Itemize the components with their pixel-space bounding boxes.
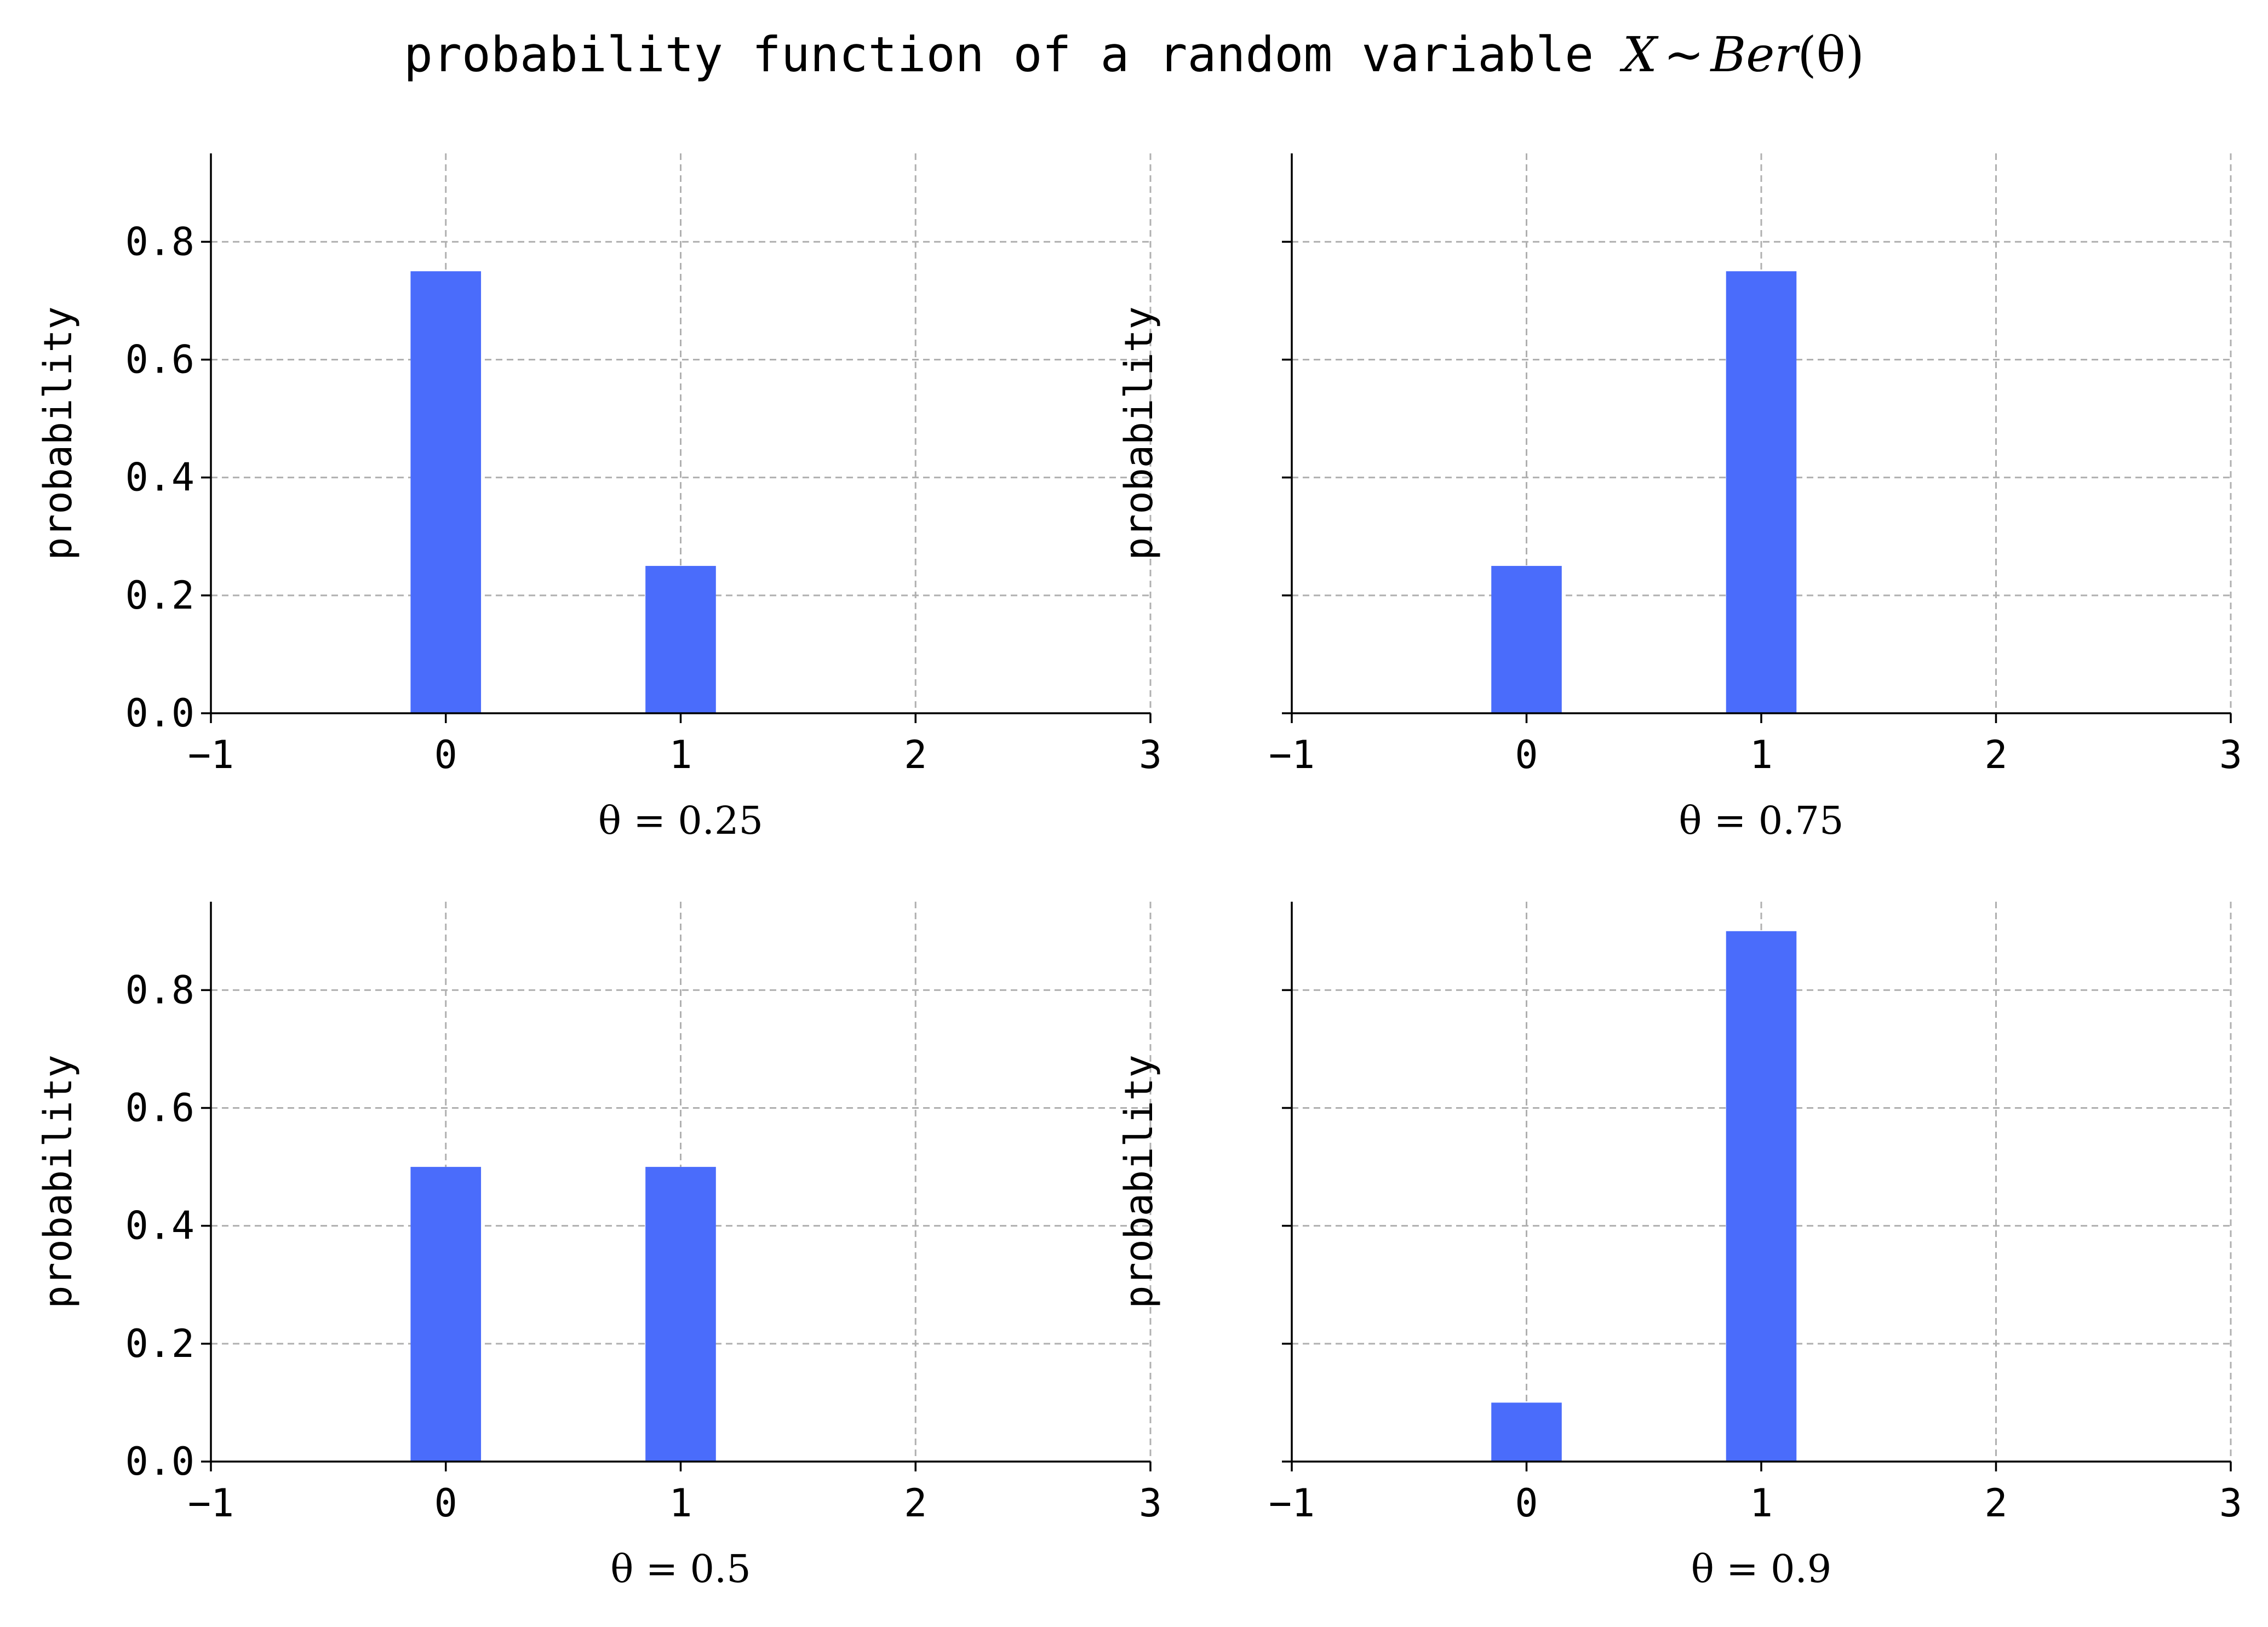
x-tick-label: 1	[669, 1481, 692, 1526]
y-tick-label: 0.4	[125, 455, 194, 500]
bar-x1	[645, 1167, 716, 1462]
x-tick-label: 2	[904, 732, 927, 777]
bar-x0	[1491, 1402, 1562, 1462]
x-tick-label: −1	[188, 1481, 234, 1526]
y-tick-label: 0.2	[125, 1321, 194, 1366]
x-tick-label: 3	[1139, 732, 1162, 777]
x-tick-label: 0	[434, 732, 457, 777]
x-tick-label: −1	[1269, 732, 1315, 777]
x-tick-label: 1	[1750, 1481, 1773, 1526]
x-axis-label: θ = 0.25	[598, 798, 763, 843]
x-tick-label: 3	[2219, 732, 2242, 777]
y-tick-label: 0.8	[125, 967, 194, 1012]
x-tick-label: 2	[904, 1481, 927, 1526]
figure-title-var: X	[1619, 26, 1659, 83]
y-axis-label: probability	[36, 306, 81, 560]
bar-x1	[1726, 931, 1797, 1462]
x-tick-label: 2	[1984, 732, 2007, 777]
x-axis-label: θ = 0.75	[1679, 798, 1843, 843]
figure-title: probability function of a random variabl…	[404, 26, 1864, 83]
bar-x0	[410, 271, 482, 713]
y-tick-label: 0.0	[125, 1439, 194, 1484]
subplot-4: −1 0 1 2 3 probability θ = 0.9	[1116, 902, 2242, 1591]
bar-x0	[410, 1167, 482, 1462]
subplot-2: −1 0 1 2 3 probability θ = 0.75	[1116, 153, 2242, 843]
x-tick-label: −1	[1269, 1481, 1315, 1526]
figure-title-sim: ~	[1664, 26, 1704, 83]
y-tick-label: 0.0	[125, 691, 194, 736]
figure-title-text: probability function of a random variabl…	[404, 26, 1623, 83]
x-tick-label: 3	[1139, 1481, 1162, 1526]
y-tick-label: 0.6	[125, 1086, 194, 1131]
x-tick-label: 0	[1515, 1481, 1538, 1526]
figure-title-dist: Ber	[1710, 26, 1801, 83]
y-axis-label: probability	[36, 1055, 81, 1309]
x-tick-label: 2	[1984, 1481, 2007, 1526]
y-tick-label: 0.4	[125, 1204, 194, 1248]
y-tick-label: 0.2	[125, 573, 194, 618]
x-tick-label: 1	[1750, 732, 1773, 777]
x-tick-label: 3	[2219, 1481, 2242, 1526]
x-tick-label: 0	[1515, 732, 1538, 777]
x-axis-label: θ = 0.5	[610, 1546, 751, 1591]
figure-title-arg: (θ)	[1797, 26, 1864, 83]
y-tick-label: 0.6	[125, 337, 194, 382]
y-axis-label: probability	[1116, 1055, 1161, 1309]
bar-x1	[1726, 271, 1797, 713]
x-tick-label: 1	[669, 732, 692, 777]
bar-x0	[1491, 566, 1562, 713]
x-tick-label: 0	[434, 1481, 457, 1526]
x-tick-label: −1	[188, 732, 234, 777]
x-axis-label: θ = 0.9	[1691, 1546, 1832, 1591]
y-tick-label: 0.8	[125, 219, 194, 264]
y-axis-label: probability	[1116, 306, 1161, 560]
bar-x1	[645, 566, 716, 713]
subplot-3: −1 0 1 2 3 0.0 0.2 0.4 0.6 0.8 probability θ = 0.5	[36, 902, 1162, 1591]
subplot-1: −1 0 1 2 3 0.0 0.2 0.4 0.6 0.8 probability θ = 0.25	[36, 153, 1162, 843]
